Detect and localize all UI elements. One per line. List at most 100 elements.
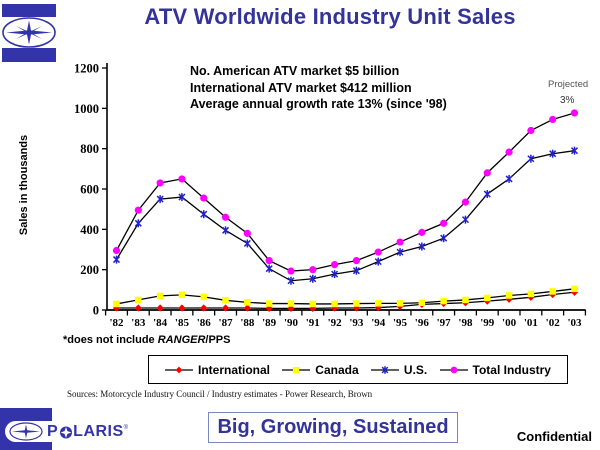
marker-diamond <box>178 304 186 312</box>
marker-circle <box>178 175 186 183</box>
marker-square <box>440 297 447 305</box>
x-tick-label: '88 <box>240 317 255 329</box>
marker-diamond <box>527 293 535 301</box>
x-tick-label: '98 <box>458 317 473 329</box>
marker-square <box>293 366 300 373</box>
marker-square <box>178 291 186 299</box>
marker-circle <box>461 198 470 206</box>
legend-label: Canada <box>315 362 359 377</box>
x-tick-label: '87 <box>219 317 234 329</box>
marker-square <box>549 288 556 295</box>
y-tick-label: 1200 <box>74 62 99 76</box>
x-tick-label: '90 <box>284 317 299 329</box>
x-tick-label: '03 <box>567 317 582 329</box>
legend-label: Total Industry <box>472 362 551 377</box>
series-line-international <box>116 291 575 310</box>
x-tick-label: '86 <box>197 317 212 329</box>
marker-square <box>353 300 360 307</box>
sources-note: Sources: Motorcycle Industry Council / I… <box>67 389 373 399</box>
marker-circle <box>287 267 295 275</box>
y-tick-label: 600 <box>80 183 99 197</box>
chart-annotations: No. American ATV market $5 billion Inter… <box>190 63 447 113</box>
marker-square <box>505 292 513 299</box>
polaris-star-logo <box>2 4 56 62</box>
legend-marker-icon <box>282 366 311 373</box>
marker-diamond <box>243 304 251 312</box>
x-tick-label: '83 <box>131 317 146 329</box>
x-tick-label: '92 <box>328 317 343 329</box>
marker-square <box>113 300 120 308</box>
projected-percent: 3% <box>560 95 575 106</box>
marker-circle <box>134 206 142 214</box>
marker-circle <box>374 248 382 256</box>
x-tick-label: '95 <box>393 317 408 329</box>
marker-circle <box>309 266 317 274</box>
tagline-box: Big, Growing, Sustained <box>208 412 458 443</box>
marker-square <box>244 299 251 306</box>
marker-diamond <box>505 295 513 303</box>
marker-circle <box>112 246 121 255</box>
footnote-italic-word: RANGER <box>157 334 206 346</box>
legend-marker-icon <box>439 366 468 373</box>
polaris-compass-icon <box>9 422 43 441</box>
x-tick-label: '93 <box>349 317 364 329</box>
marker-circle <box>352 256 361 265</box>
legend-marker-icon <box>165 366 193 373</box>
marker-square <box>156 292 164 300</box>
x-tick-label: '89 <box>262 317 277 329</box>
footnote-suffix: /PPS <box>205 334 231 346</box>
y-tick-label: 1000 <box>74 102 99 116</box>
marker-circle <box>221 213 230 221</box>
marker-square <box>418 299 426 306</box>
marker-circle <box>570 109 579 117</box>
marker-circle <box>396 238 404 246</box>
marker-square <box>287 300 295 307</box>
x-tick-label: '96 <box>415 317 430 329</box>
marker-square <box>396 300 404 307</box>
series-line-total-industry <box>115 112 575 272</box>
marker-square <box>374 300 382 307</box>
marker-square <box>135 296 142 304</box>
marker-circle <box>200 194 208 202</box>
y-tick-label: 0 <box>93 304 99 318</box>
marker-square <box>571 285 578 293</box>
x-tick-label: '02 <box>546 317 561 329</box>
legend-item-total-industry: Total Industry <box>439 362 551 377</box>
marker-diamond <box>570 288 579 296</box>
marker-square <box>222 297 229 304</box>
legend-item-international: International <box>165 363 270 377</box>
wordmark-prefix: P <box>47 422 59 440</box>
marker-square <box>200 293 207 301</box>
marker-square <box>462 296 469 304</box>
marker-diamond <box>156 304 164 312</box>
footnote: *does not include RANGER/PPS <box>63 334 230 346</box>
marker-circle <box>418 228 426 236</box>
x-tick-label: '97 <box>437 317 452 329</box>
marker-circle <box>243 229 251 237</box>
polaris-compass-icon <box>2 4 56 62</box>
series-line-canada <box>116 288 575 305</box>
x-tick-label: '91 <box>306 317 320 329</box>
polaris-wordmark: P LARIS ® <box>47 422 128 440</box>
marker-diamond <box>221 304 230 312</box>
y-tick-label: 800 <box>80 142 99 156</box>
x-tick-label: '84 <box>153 317 168 329</box>
marker-diamond <box>374 303 382 312</box>
legend-item-u-s-: U.S. <box>370 363 427 377</box>
marker-circle <box>450 366 457 373</box>
star-o-icon <box>59 426 72 438</box>
marker-diamond <box>175 366 183 373</box>
wordmark-suffix: LARIS <box>73 422 124 440</box>
polaris-logo-band: P LARIS ® <box>5 421 173 442</box>
x-tick-label: '85 <box>175 317 190 329</box>
marker-circle <box>505 148 513 156</box>
y-tick-label: 400 <box>80 223 99 237</box>
polaris-footer-logo: P LARIS ® <box>0 408 175 450</box>
marker-circle <box>265 256 273 265</box>
marker-circle <box>549 115 557 124</box>
series-line-u-s- <box>115 150 575 282</box>
x-tick-label: '00 <box>502 317 517 329</box>
x-tick-label: '94 <box>371 317 386 329</box>
